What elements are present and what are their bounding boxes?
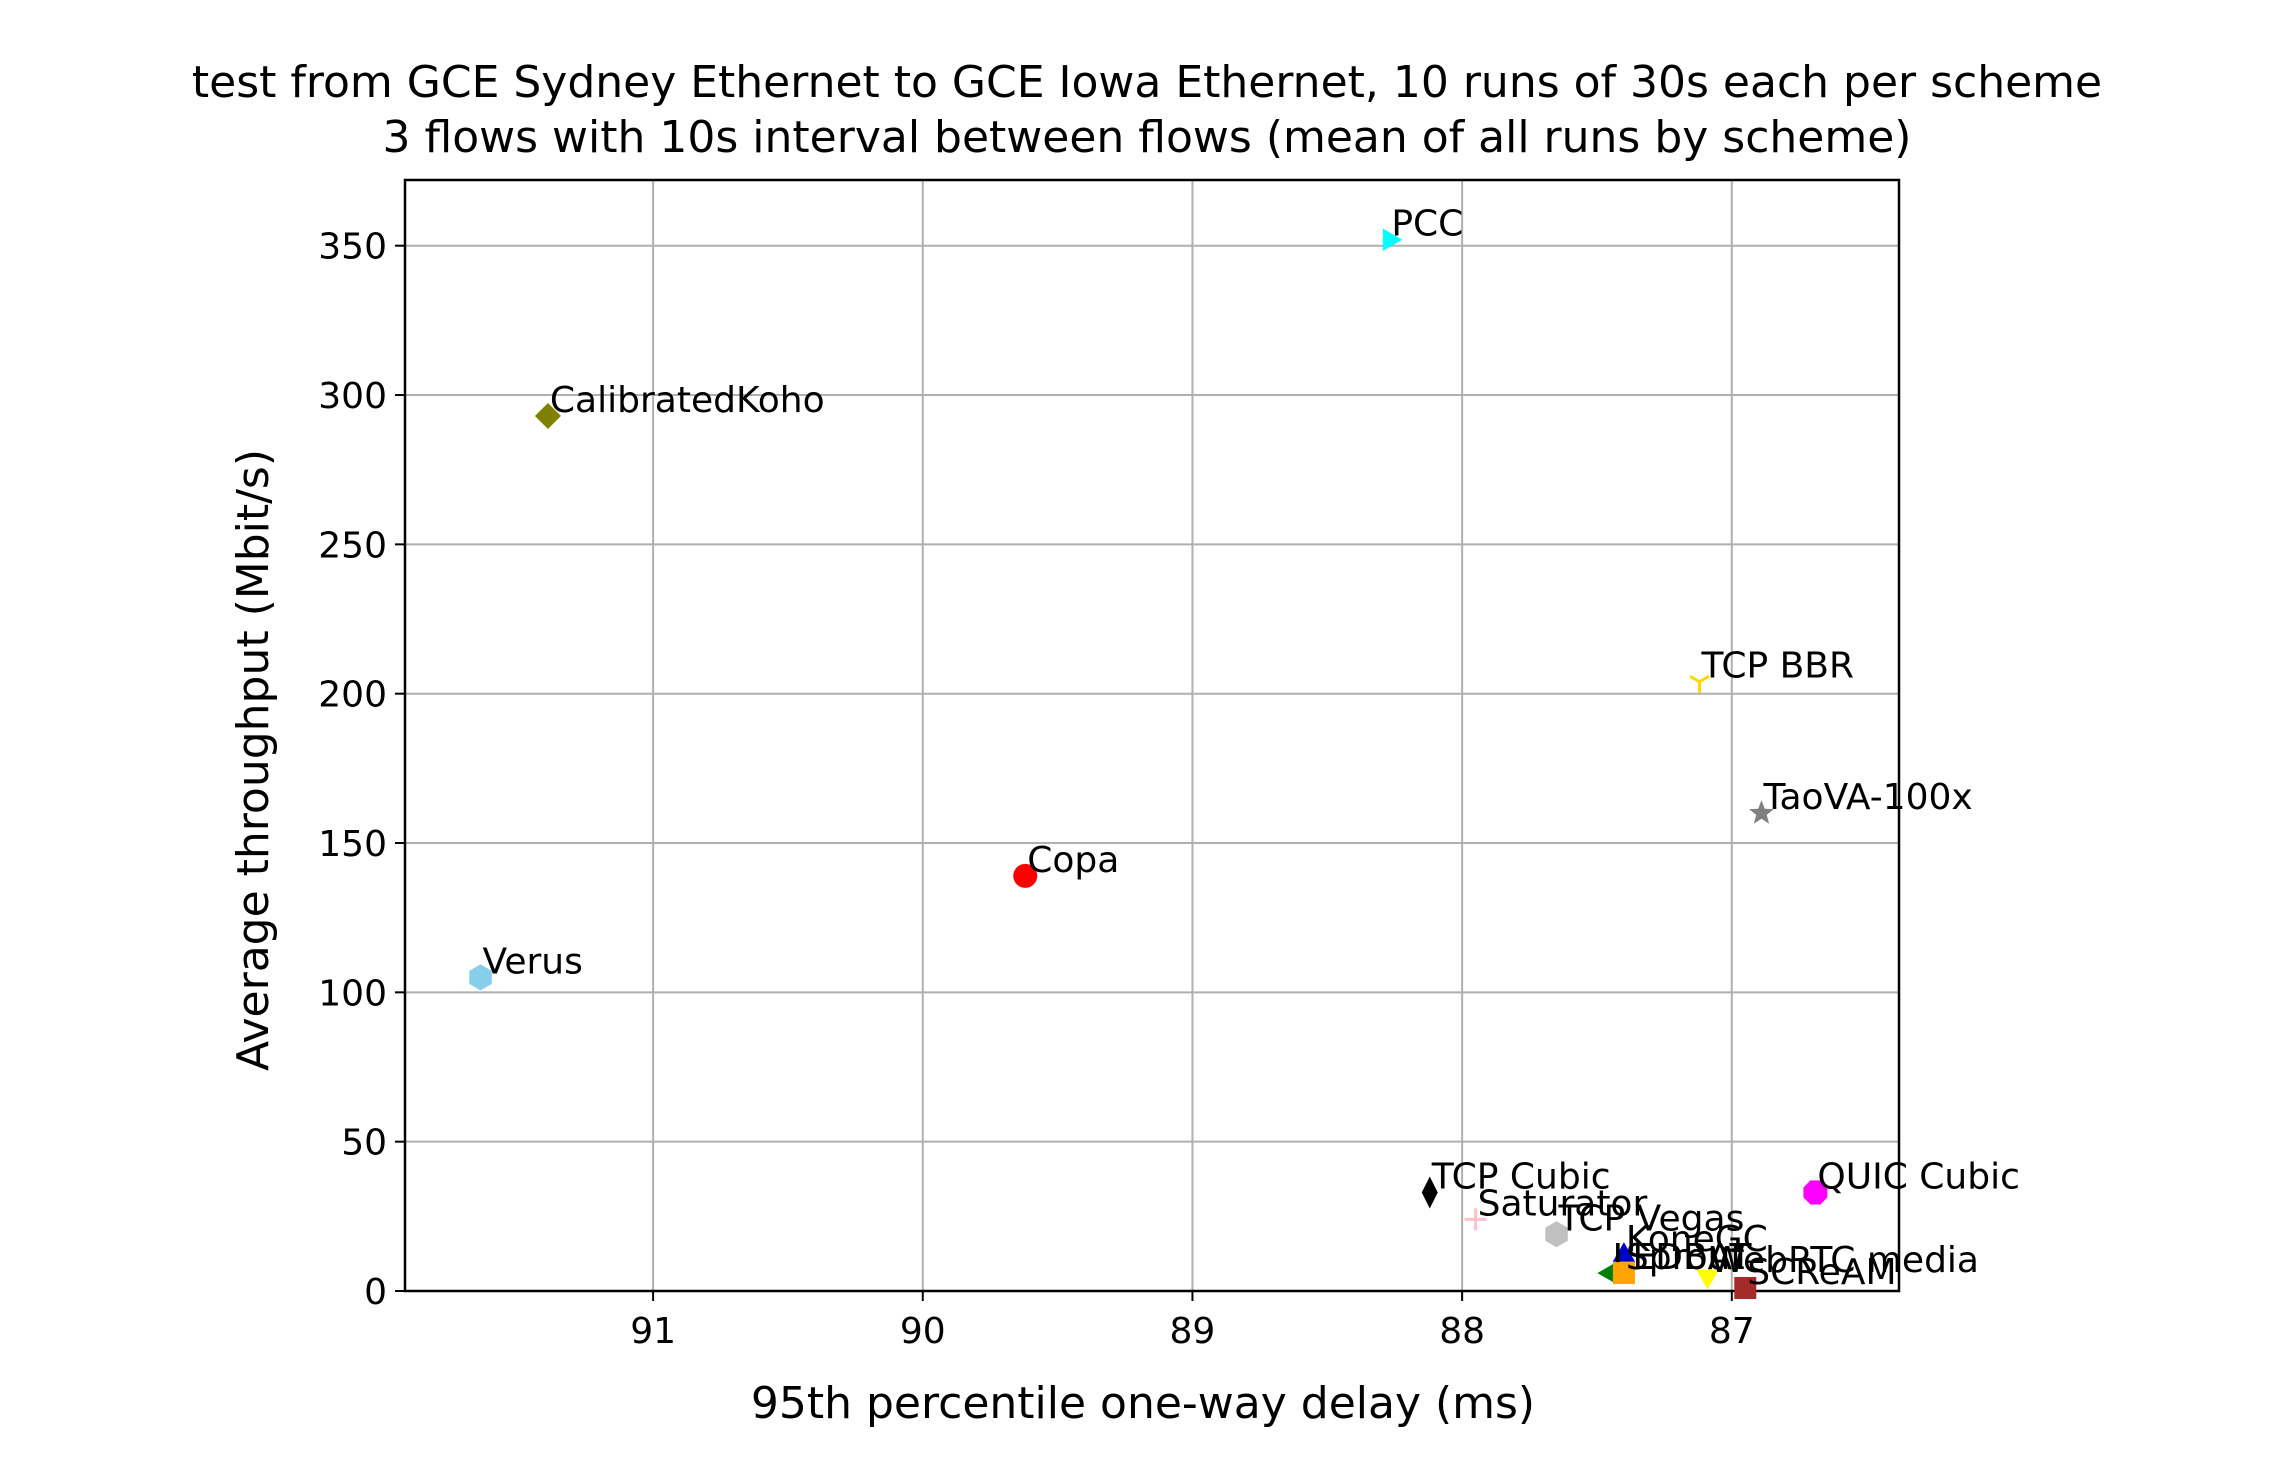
point-marker bbox=[534, 402, 561, 429]
point-marker bbox=[1597, 1261, 1617, 1285]
point-marker bbox=[1464, 1208, 1487, 1231]
y-tick-label: 100 bbox=[318, 973, 387, 1014]
point-marker bbox=[1696, 1269, 1719, 1290]
point-label: TCP BBR bbox=[1700, 646, 1854, 687]
point-marker bbox=[1013, 863, 1038, 888]
point-label: PCC bbox=[1391, 204, 1463, 245]
point-label: Sprout bbox=[1626, 1237, 1745, 1278]
data-point: TCP Cubic bbox=[1421, 1156, 1611, 1209]
y-tick-label: 150 bbox=[318, 824, 387, 865]
data-point: WebRTC media bbox=[1696, 1240, 1979, 1290]
data-point: Copa bbox=[1013, 840, 1119, 888]
y-tick-label: 250 bbox=[318, 525, 387, 566]
y-axis-label: Average throughput (Mbit/s) bbox=[228, 449, 279, 1071]
point-label: LEDBAT bbox=[1612, 1237, 1752, 1278]
data-point: QUIC Cubic bbox=[1803, 1156, 2020, 1205]
point-marker bbox=[1734, 1277, 1757, 1300]
data-point: TaoVA-100x bbox=[1749, 777, 1973, 824]
point-marker bbox=[1749, 800, 1774, 824]
point-marker bbox=[1382, 228, 1403, 251]
chart-title-line-2: 3 flows with 10s interval between flows … bbox=[383, 112, 1912, 163]
data-point: Saturator bbox=[1464, 1183, 1648, 1231]
x-tick-label: 88 bbox=[1439, 1311, 1485, 1352]
point-marker bbox=[1545, 1221, 1568, 1248]
plot-frame bbox=[403, 178, 1901, 1293]
point-label: SCReAM bbox=[1747, 1252, 1896, 1293]
point-marker bbox=[1421, 1176, 1438, 1209]
x-tick-label: 87 bbox=[1709, 1311, 1755, 1352]
data-point: TCP BBR bbox=[1689, 646, 1854, 693]
data-point: LEDBAT bbox=[1597, 1237, 1753, 1285]
point-label: TaoVA-100x bbox=[1762, 777, 1972, 818]
data-point: Verus bbox=[469, 941, 583, 991]
point-marker bbox=[1689, 674, 1710, 693]
chart-title-line-1: test from GCE Sydney Ethernet to GCE Iow… bbox=[192, 57, 2102, 108]
data-point: CalibratedKoho bbox=[534, 380, 825, 429]
data-points: PCC CalibratedKoho TCP BBR TaoVA-100x Copa Ve… bbox=[469, 204, 2020, 1300]
data-point: Sprout bbox=[1612, 1237, 1745, 1285]
point-label: KoneGC bbox=[1626, 1219, 1768, 1260]
y-tick-label: 0 bbox=[364, 1272, 387, 1313]
x-tick-label: 89 bbox=[1170, 1311, 1216, 1352]
point-label: CalibratedKoho bbox=[550, 380, 825, 421]
point-label: Copa bbox=[1027, 840, 1119, 881]
y-tick-label: 350 bbox=[318, 227, 387, 268]
point-label: Saturator bbox=[1478, 1183, 1648, 1224]
x-tick-label: 91 bbox=[630, 1311, 676, 1352]
point-label: WebRTC media bbox=[1710, 1240, 1979, 1281]
axis-ticks: 91 90 89 88 87 0 50 100 150 200 250 300 350 bbox=[318, 227, 1754, 1352]
data-point: KoneGC bbox=[1612, 1219, 1768, 1262]
x-axis-label: 95th percentile one-way delay (ms) bbox=[751, 1378, 1535, 1429]
point-marker bbox=[1612, 1242, 1636, 1262]
data-point: PCC bbox=[1382, 204, 1463, 251]
point-marker bbox=[469, 964, 492, 991]
grid-lines bbox=[405, 180, 1899, 1292]
point-label: TCP Cubic bbox=[1431, 1156, 1611, 1197]
point-marker bbox=[1612, 1262, 1635, 1285]
point-marker bbox=[1803, 1180, 1828, 1205]
point-label: Verus bbox=[483, 941, 583, 982]
y-tick-label: 300 bbox=[318, 376, 387, 417]
x-tick-label: 90 bbox=[900, 1311, 946, 1352]
data-point: TCP Vegas bbox=[1545, 1198, 1745, 1248]
point-label: TCP Vegas bbox=[1558, 1198, 1745, 1239]
data-point: SCReAM bbox=[1734, 1252, 1897, 1300]
point-label: QUIC Cubic bbox=[1817, 1156, 2019, 1197]
y-tick-label: 200 bbox=[318, 675, 387, 716]
y-tick-label: 50 bbox=[341, 1123, 387, 1164]
